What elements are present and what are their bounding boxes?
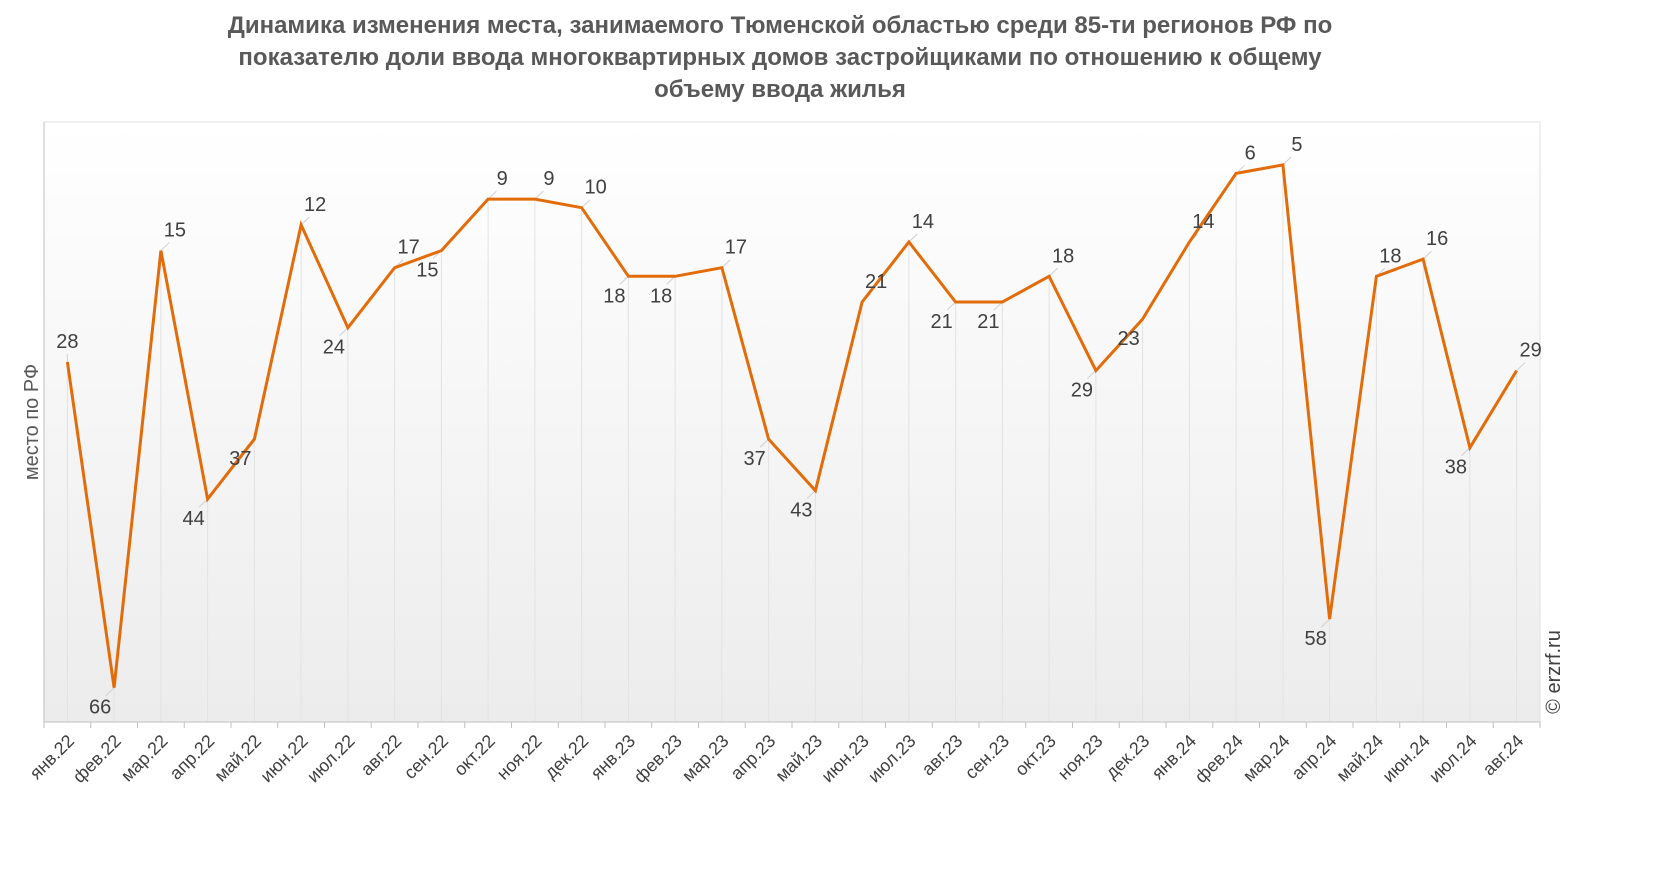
data-label: 29 (1071, 380, 1093, 402)
chart-title-line-3: объему ввода жилья (654, 76, 906, 103)
label-leader-line (759, 438, 769, 448)
label-leader-line (160, 242, 170, 251)
x-tick-label: апр.22 (166, 731, 219, 784)
x-tick-label: май.22 (210, 731, 265, 786)
x-tick-label: окт.23 (1011, 731, 1060, 780)
label-leader-line (946, 301, 956, 311)
data-label: 17 (398, 237, 420, 259)
chart-title-line-1: Динамика изменения места, занимаемого Тю… (227, 12, 1333, 39)
label-leader-line (105, 687, 115, 697)
x-tick-label: авг.24 (1479, 731, 1528, 780)
data-label: 12 (304, 194, 326, 216)
label-leader-line (806, 490, 816, 499)
data-label: 21 (977, 311, 999, 333)
x-tick-label: фев.22 (69, 731, 125, 787)
x-tick-label: ноя.23 (1054, 731, 1107, 784)
data-label: 15 (416, 260, 438, 282)
x-tick-label: мар.23 (678, 731, 733, 786)
data-label: 18 (1379, 245, 1401, 267)
data-label: 24 (323, 337, 345, 359)
x-tick-label: июн.22 (256, 731, 312, 787)
data-label: 18 (603, 285, 625, 307)
label-leader-line (1422, 250, 1432, 260)
data-label: 38 (1445, 457, 1467, 479)
label-leader-line (581, 199, 591, 209)
x-tick-label: июл.24 (1425, 731, 1481, 787)
label-leader-line (198, 498, 208, 508)
chart-title-line-2: показателю доли ввода многоквартирных до… (238, 44, 1322, 71)
x-tick-label: ноя.22 (493, 731, 546, 784)
data-label: 5 (1291, 134, 1302, 156)
data-label: 9 (497, 168, 508, 190)
label-leader-line (300, 216, 310, 226)
label-leader-line (1048, 267, 1058, 277)
x-tick-label: дек.23 (1102, 731, 1154, 783)
x-axis-tick-labels: янв.22фев.22мар.22апр.22май.22июн.22июл.… (26, 731, 1528, 787)
label-leader-line (1320, 618, 1330, 628)
x-tick-label: апр.23 (727, 731, 780, 784)
x-tick-label: июн.23 (817, 731, 873, 787)
data-label: 37 (229, 448, 251, 470)
x-tick-label: авг.23 (918, 731, 967, 780)
data-label: 9 (543, 168, 554, 190)
chart-title: Динамика изменения места, занимаемого Тю… (0, 10, 1560, 106)
data-label: 37 (744, 448, 766, 470)
data-label: 6 (1245, 142, 1256, 164)
data-label: 29 (1520, 340, 1542, 362)
data-label: 66 (89, 697, 111, 719)
y-axis-label: место по РФ (21, 364, 43, 480)
x-tick-label: фев.24 (1191, 731, 1247, 787)
label-leader-line (534, 190, 544, 200)
x-tick-label: окт.22 (450, 731, 499, 780)
x-tick-label: авг.22 (357, 731, 406, 780)
data-label: 58 (1305, 628, 1327, 650)
data-label: 23 (1118, 328, 1140, 350)
x-tick-label: июл.22 (303, 731, 359, 787)
x-tick-label: май.23 (771, 731, 826, 786)
data-label: 16 (1426, 228, 1448, 250)
data-label: 18 (650, 285, 672, 307)
x-tick-label: сен.22 (400, 731, 452, 783)
series-line (65, 163, 1518, 688)
x-tick-label: мар.24 (1239, 731, 1294, 786)
label-leader-line (1087, 370, 1097, 379)
x-tick-label: апр.24 (1288, 731, 1341, 784)
x-tick-label: сен.23 (961, 731, 1013, 783)
x-tick-label: май.24 (1332, 731, 1387, 786)
data-label: 28 (56, 331, 78, 353)
x-tick-label: фев.23 (630, 731, 686, 787)
label-leader-line (619, 275, 629, 285)
data-label: 21 (865, 271, 887, 293)
data-label: 14 (912, 211, 934, 233)
x-tick-label: июн.24 (1378, 731, 1434, 787)
data-label: 10 (585, 177, 607, 199)
x-tick-label: июл.23 (864, 731, 920, 787)
data-label: 43 (790, 500, 812, 522)
axes (43, 122, 1541, 728)
data-label: 18 (1052, 245, 1074, 267)
x-tick-label: мар.22 (117, 731, 172, 786)
data-label: 44 (183, 508, 205, 530)
data-label: 21 (931, 311, 953, 333)
data-label: 17 (725, 237, 747, 259)
label-leader-line (721, 259, 731, 269)
data-label: 15 (164, 220, 186, 242)
label-leader-line (1282, 156, 1292, 166)
grid-lines (66, 164, 1518, 722)
data-label: 14 (1192, 211, 1214, 233)
plot-area (43, 121, 1541, 723)
label-leader-line (1516, 362, 1526, 371)
x-tick-label: дек.22 (541, 731, 593, 783)
label-leader-line (339, 327, 349, 337)
label-leader-line (908, 233, 918, 243)
copyright-credit: © erzrf.ru (1543, 630, 1565, 714)
label-leader-line (1461, 447, 1471, 457)
